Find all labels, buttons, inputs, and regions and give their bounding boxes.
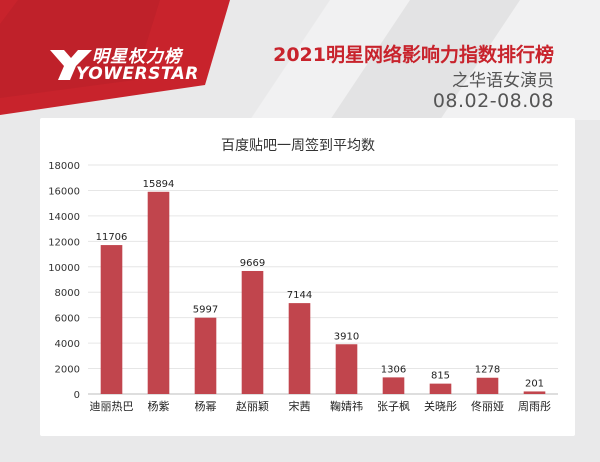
x-tick-label: 关晓彤 xyxy=(424,399,457,413)
x-tick-label: 张子枫 xyxy=(377,399,410,413)
bar xyxy=(147,191,170,394)
y-axis-ticks: 0 2000 4000 6000 8000 10000 12000 14000 16000 180… xyxy=(48,161,80,401)
bar xyxy=(523,391,546,394)
bar xyxy=(476,377,499,394)
bar xyxy=(382,377,405,394)
data-label: 3910 xyxy=(334,331,359,342)
y-tick-label: 6000 xyxy=(55,314,80,325)
data-label: 815 xyxy=(431,371,450,382)
date-range: 08.02-08.08 xyxy=(432,90,554,112)
y-tick-label: 16000 xyxy=(48,186,80,197)
data-label: 5997 xyxy=(193,305,218,316)
data-label: 7144 xyxy=(287,290,312,301)
data-label: 1278 xyxy=(475,365,500,376)
y-tick-label: 2000 xyxy=(55,365,80,376)
bar xyxy=(241,270,264,394)
data-label: 1306 xyxy=(381,364,406,375)
bar xyxy=(429,383,452,394)
y-tick-label: 8000 xyxy=(55,288,80,299)
x-tick-label: 杨幂 xyxy=(195,399,217,413)
y-tick-label: 12000 xyxy=(48,237,80,248)
data-label: 201 xyxy=(525,378,544,389)
bar xyxy=(335,344,358,394)
x-tick-label: 鞠婧祎 xyxy=(330,399,363,413)
y-tick-label: 10000 xyxy=(48,263,80,274)
bar xyxy=(100,245,123,394)
x-tick-label: 佟丽娅 xyxy=(471,399,504,413)
data-labels: 11706 15894 5997 9669 7144 3910 1306 815 1278 201 xyxy=(96,179,544,390)
bars xyxy=(100,191,546,394)
page-subtitle: 之华语女演员 xyxy=(452,71,554,91)
bar xyxy=(194,317,217,394)
y-tick-label: 14000 xyxy=(48,212,80,223)
page-title: 2021明星网络影响力指数排行榜 xyxy=(273,44,554,66)
x-axis-labels: 迪丽热巴 杨紫 杨幂 赵丽颖 宋茜 鞠婧祎 张子枫 关晓彤 佟丽娅 周雨彤 xyxy=(90,399,552,413)
data-label: 15894 xyxy=(143,179,175,190)
bar-chart: 百度贴吧一周签到平均数 0 2000 4000 6000 8000 10000 12000 1… xyxy=(48,137,558,413)
logo-banner xyxy=(0,0,230,115)
chart-title: 百度贴吧一周签到平均数 xyxy=(221,137,375,154)
x-tick-label: 周雨彤 xyxy=(518,400,551,413)
x-tick-label: 杨紫 xyxy=(148,399,170,413)
x-tick-label: 迪丽热巴 xyxy=(90,400,134,413)
logo-text-cn: 明星权力榜 xyxy=(92,47,182,67)
x-tick-label: 赵丽颖 xyxy=(236,399,269,413)
data-label: 9669 xyxy=(240,258,265,269)
x-tick-label: 宋茜 xyxy=(289,399,311,413)
y-tick-label: 4000 xyxy=(55,339,80,350)
chart-card: 百度贴吧一周签到平均数 0 2000 4000 6000 8000 10000 12000 1… xyxy=(40,118,575,436)
bar xyxy=(288,303,311,394)
y-tick-label: 0 xyxy=(74,390,80,401)
logo-text-en: YOWERSTAR xyxy=(76,64,199,84)
logo-mark-icon xyxy=(50,50,92,80)
y-tick-label: 18000 xyxy=(48,161,80,172)
data-label: 11706 xyxy=(96,232,128,243)
